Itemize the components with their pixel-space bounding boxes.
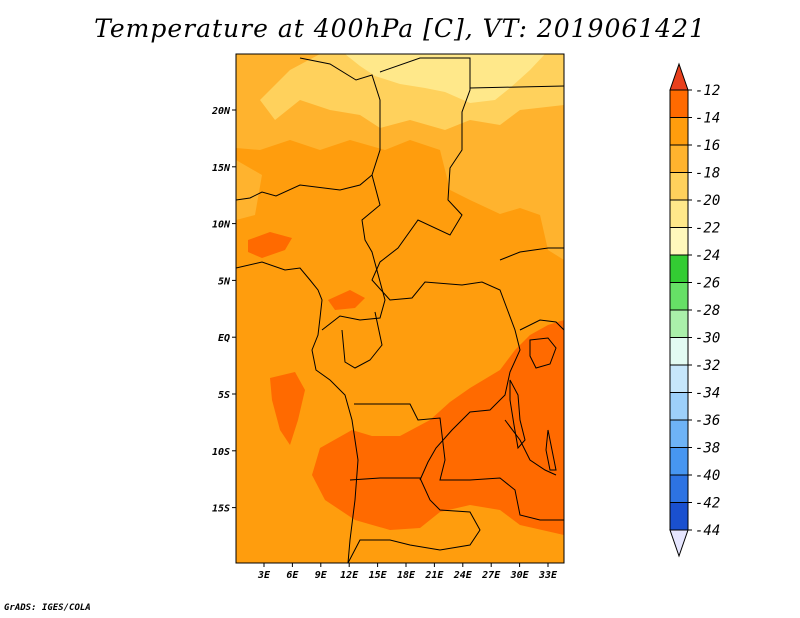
- lon-label: 12E: [340, 570, 359, 581]
- colorbar-box: [669, 502, 689, 531]
- lakes: [509, 337, 557, 471]
- colorbar-label: -32: [695, 358, 720, 374]
- colorbar-box: [669, 254, 689, 283]
- colorbar-top-arrow: [669, 62, 689, 91]
- lat-label: 15N: [212, 163, 231, 174]
- colorbar-label: -20: [695, 193, 720, 209]
- colorbar-label: -26: [695, 276, 720, 292]
- grads-credit: GrADS: IGES/COLA: [4, 603, 91, 613]
- colorbar-box: [669, 199, 689, 228]
- border-south-a: [354, 403, 564, 521]
- temperature-field: [236, 54, 564, 563]
- field-minus-12-14-southeast: [312, 320, 564, 535]
- border-northeast: [469, 85, 564, 89]
- colorbar-bottom-arrow: [669, 529, 689, 558]
- colorbar-box: [669, 309, 689, 338]
- border-east: [499, 247, 564, 261]
- longitude-axis: 3E 6E 9E 12E 15E 18E 21E 24E 27E 30E 33E: [257, 563, 558, 581]
- lon-label: 27E: [481, 570, 501, 581]
- lake-malawi: [545, 429, 557, 471]
- border-eastlakes: [519, 319, 564, 331]
- field-minus-12-14-b: [328, 290, 365, 310]
- colorbar-box: [669, 117, 689, 146]
- border-north: [236, 57, 381, 201]
- lon-label: 9E: [315, 570, 328, 581]
- plot-frame: [235, 53, 565, 564]
- colorbar-label: -28: [695, 303, 720, 319]
- colorbar-label: -36: [695, 413, 720, 429]
- colorbar-label: -16: [695, 138, 720, 154]
- border-cameroon: [321, 174, 386, 331]
- colorbar-label: -24: [695, 248, 720, 264]
- lat-label: 10S: [212, 447, 230, 458]
- lat-label: 10N: [212, 220, 231, 231]
- lat-label: 15S: [212, 504, 230, 515]
- colorbar-box: [669, 282, 689, 311]
- colorbar-box: [669, 392, 689, 421]
- lon-label: 24E: [453, 570, 473, 581]
- lat-label: EQ: [218, 333, 230, 344]
- border-south-b: [347, 477, 481, 563]
- colorbar-box: [669, 144, 689, 173]
- coastline-west: [236, 261, 359, 563]
- colorbar-box: [669, 419, 689, 448]
- latitude-axis: 20N 15N 10N 5N EQ 5S 10S 15S: [211, 106, 236, 515]
- field-minus-12-14-c: [270, 372, 305, 445]
- colorbar-label: -40: [695, 468, 720, 484]
- lat-label: 5N: [218, 276, 231, 287]
- colorbar-box: [669, 227, 689, 256]
- border-gabon: [341, 311, 383, 369]
- colorbar-label: -34: [695, 386, 720, 402]
- lon-label: 33E: [538, 570, 558, 581]
- country-borders: [236, 57, 564, 563]
- field-minus-12-14-a: [248, 232, 292, 258]
- colorbar-label: -14: [695, 111, 720, 127]
- border-central: [371, 57, 521, 481]
- colorbar: -12 -14 -16 -18 -20 -22 -24 -26 -28 -30 -32 -34 -36 -…: [669, 62, 720, 558]
- colorbar-box: [669, 89, 689, 118]
- lat-label: 20N: [211, 106, 231, 117]
- lon-label: 15E: [369, 570, 388, 581]
- lat-label: 5S: [218, 390, 230, 401]
- colorbar-box: [669, 337, 689, 366]
- colorbar-box: [669, 447, 689, 476]
- lon-label: 30E: [510, 570, 530, 581]
- lon-label: 3E: [257, 570, 271, 581]
- colorbar-label: -30: [695, 331, 720, 347]
- colorbar-box: [669, 172, 689, 201]
- colorbar-label: -22: [695, 221, 720, 237]
- lon-label: 21E: [424, 570, 444, 581]
- colorbar-label: -12: [695, 83, 720, 99]
- colorbar-label: -44: [695, 523, 720, 539]
- colorbar-label: -42: [695, 496, 720, 512]
- lake-tanganyika: [509, 379, 526, 450]
- field-minus-16-18-west: [236, 160, 262, 220]
- lon-label: 6E: [286, 570, 299, 581]
- colorbar-box: [669, 474, 689, 503]
- colorbar-label: -38: [695, 441, 720, 457]
- lon-label: 18E: [397, 570, 416, 581]
- lake-victoria: [529, 337, 557, 369]
- colorbar-label: -18: [695, 166, 720, 182]
- colorbar-box: [669, 364, 689, 393]
- map-title: Temperature at 400hPa [C], VT: 201906142…: [94, 14, 706, 43]
